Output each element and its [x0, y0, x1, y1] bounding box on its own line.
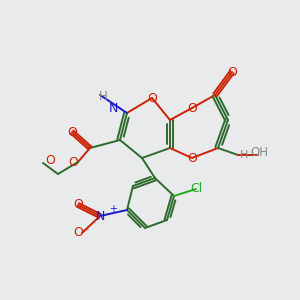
Text: O: O: [67, 125, 77, 139]
Text: O: O: [147, 92, 157, 104]
Text: O: O: [187, 152, 197, 164]
Text: O: O: [45, 154, 55, 167]
Text: O: O: [68, 155, 78, 169]
Text: N: N: [95, 209, 105, 223]
Text: O: O: [73, 199, 83, 212]
Text: +: +: [109, 204, 117, 214]
Text: Cl: Cl: [190, 182, 202, 196]
Text: H: H: [240, 150, 248, 160]
Text: O⁻: O⁻: [74, 226, 90, 239]
Text: H: H: [99, 91, 107, 103]
Text: OH: OH: [250, 146, 268, 158]
Text: O: O: [187, 101, 197, 115]
Text: O: O: [227, 65, 237, 79]
Text: N: N: [109, 101, 118, 115]
